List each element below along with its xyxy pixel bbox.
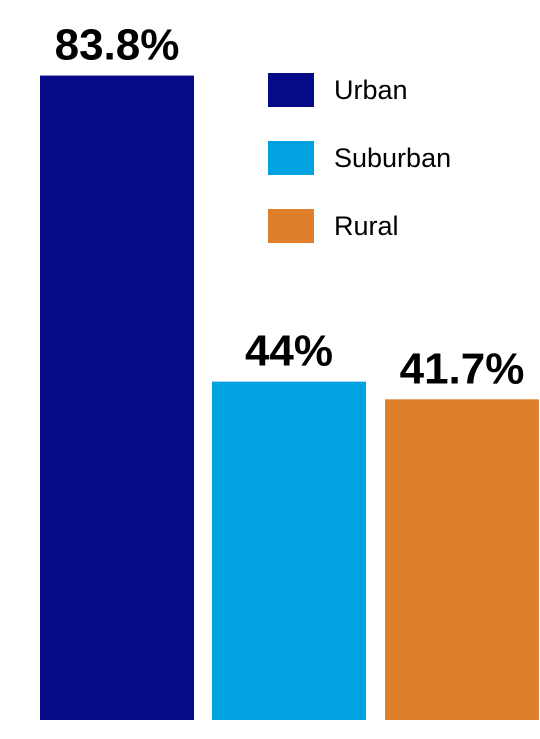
bars-group (40, 75, 539, 720)
legend: Urban Suburban Rural (268, 73, 451, 243)
legend-swatch-rural (268, 209, 314, 243)
legend-swatch-urban (268, 73, 314, 107)
legend-swatch-suburban (268, 141, 314, 175)
data-labels-group: 83.8% 44% 41.7% (55, 21, 525, 394)
legend-label-rural: Rural (334, 211, 399, 241)
data-label-urban: 83.8% (55, 21, 180, 70)
data-label-rural: 41.7% (400, 344, 525, 393)
bar-suburban (212, 381, 366, 720)
bar-rural (385, 399, 539, 720)
bar-urban (40, 75, 194, 720)
legend-label-urban: Urban (334, 75, 408, 105)
legend-label-suburban: Suburban (334, 143, 451, 173)
data-label-suburban: 44% (245, 327, 333, 376)
